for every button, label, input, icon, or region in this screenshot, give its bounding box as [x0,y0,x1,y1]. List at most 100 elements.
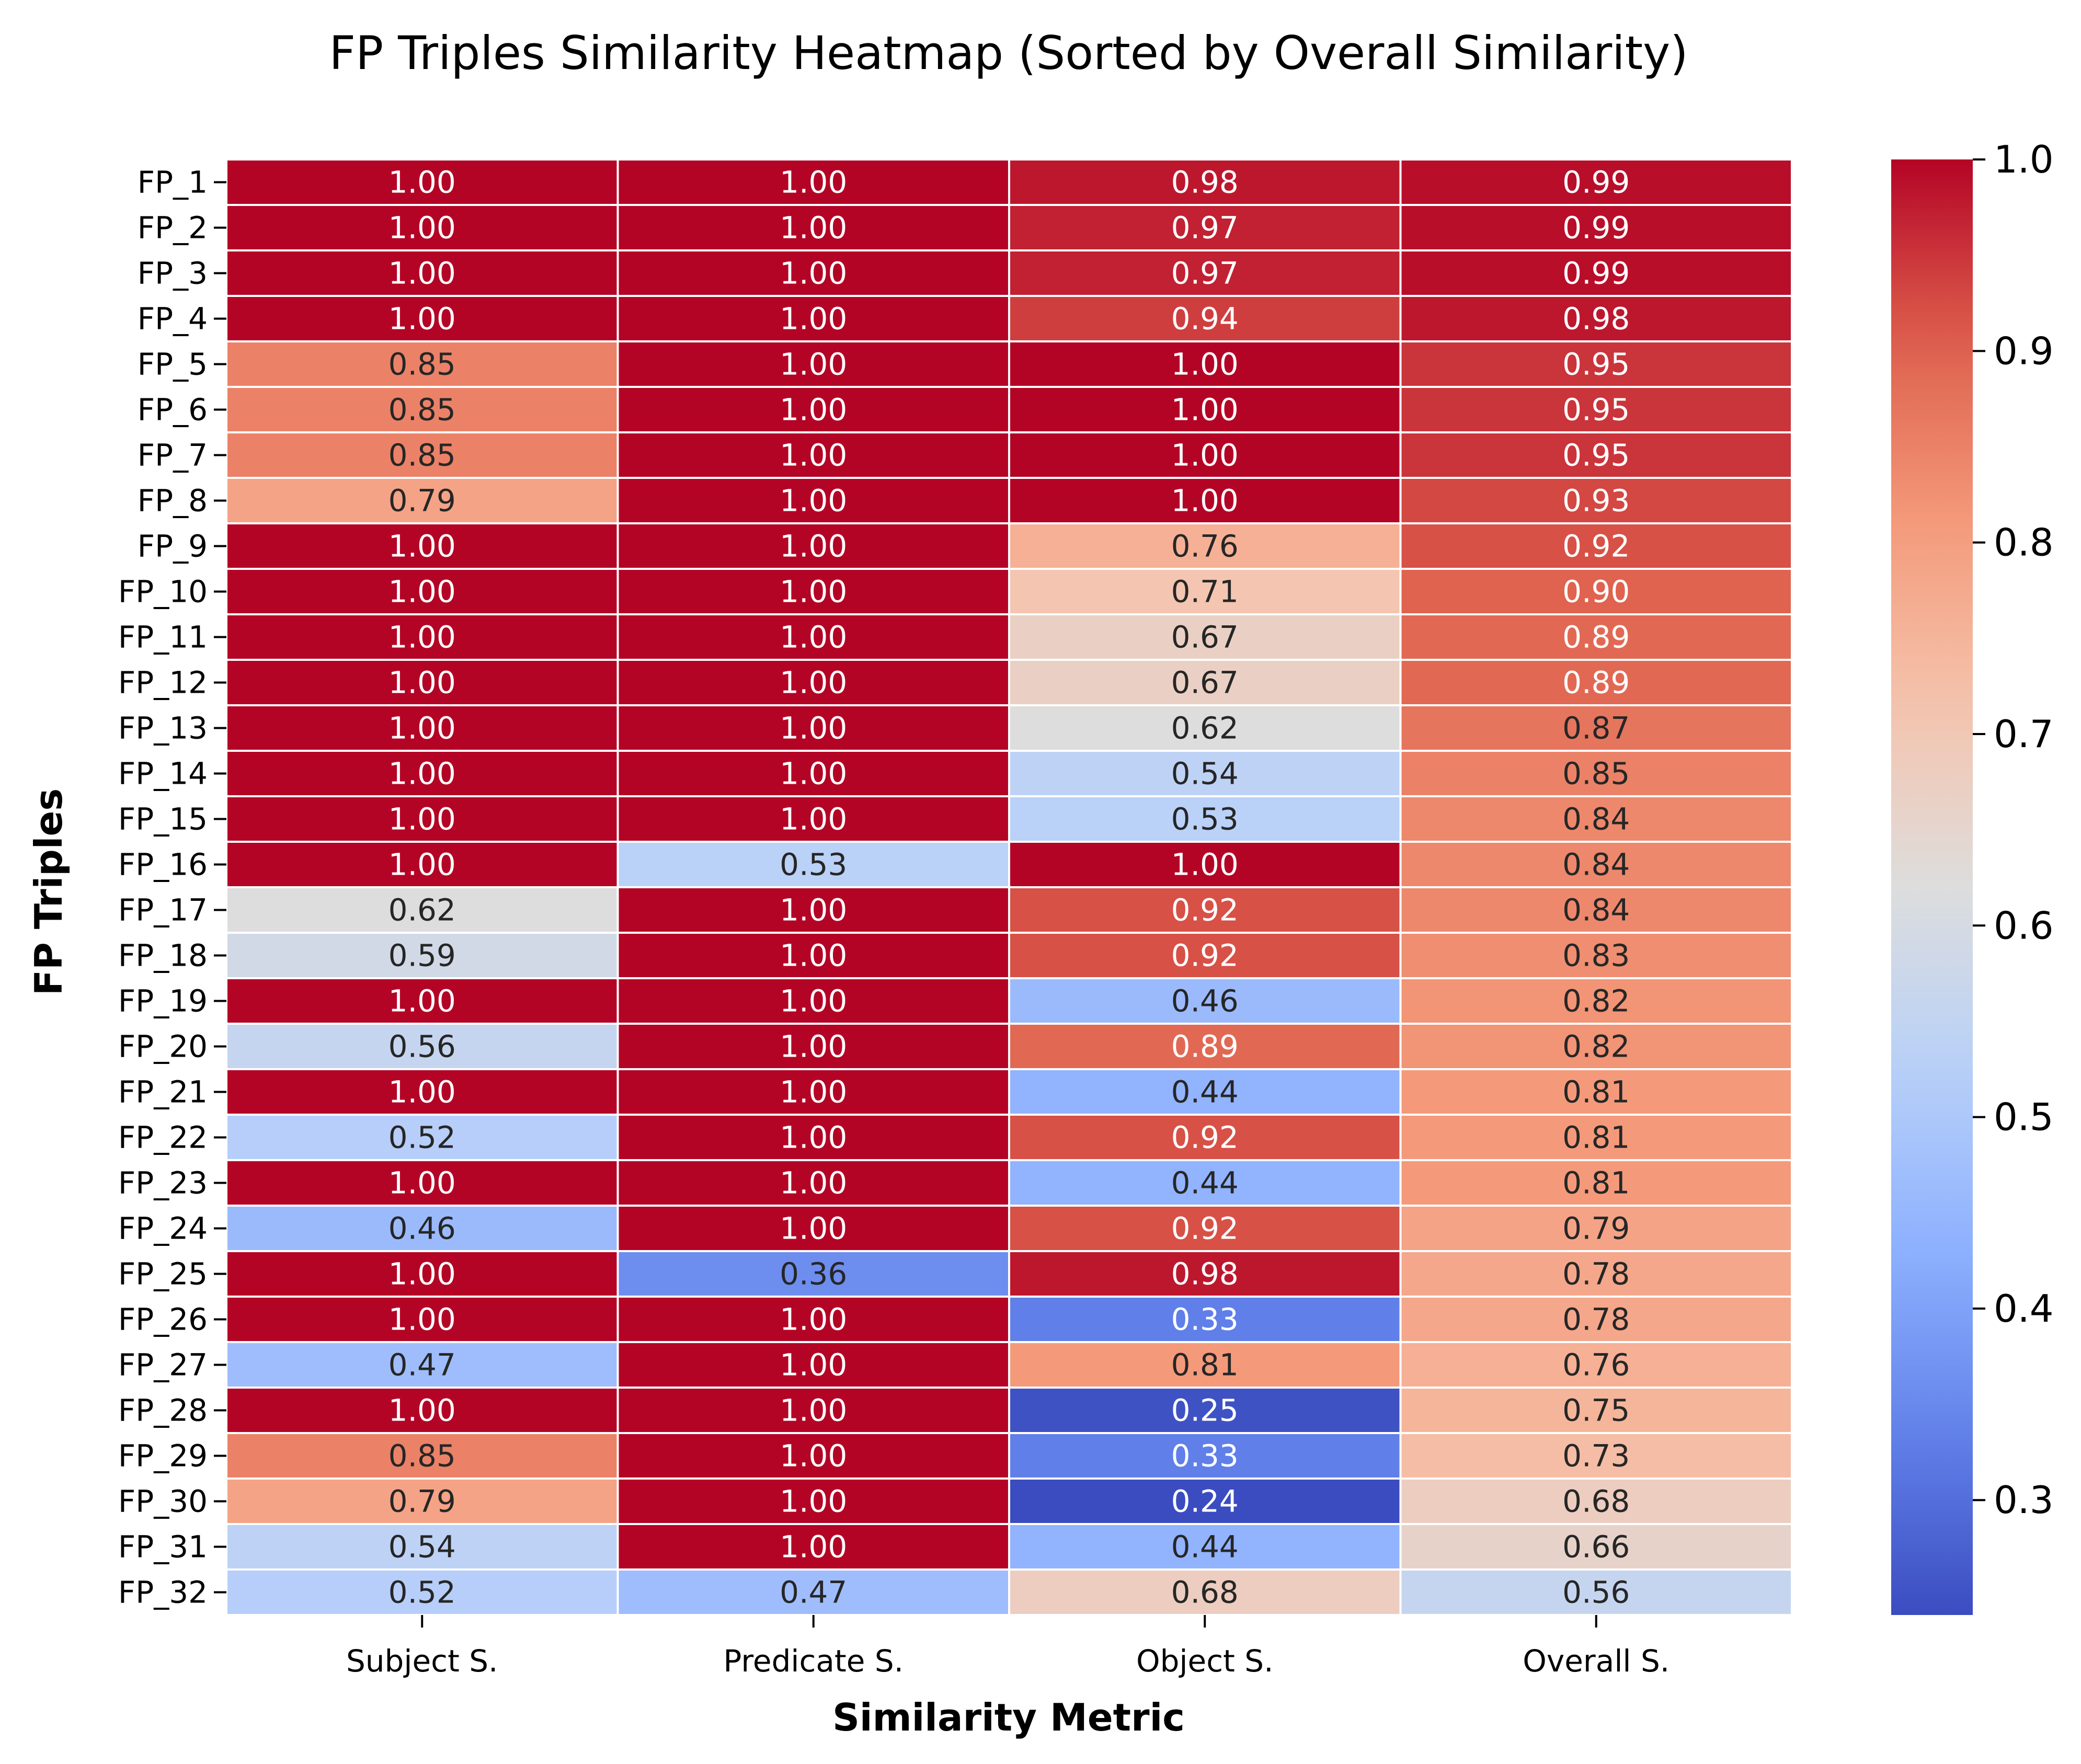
row-tick-label: FP_6 [138,392,208,428]
row-tick-label: FP_20 [118,1029,208,1064]
cell-value-label: 0.33 [1171,1438,1239,1474]
row-tick-label: FP_7 [138,438,208,473]
heatmap-cell [616,659,1010,706]
cell-value-label: 0.92 [1171,1211,1239,1246]
heatmap-cell [616,1296,1010,1343]
cell-value-label: 0.44 [1171,1074,1239,1110]
heatmap-cell [1008,1068,1402,1116]
cell-value-label: 0.36 [780,1256,847,1292]
cell-value-label: 0.82 [1562,1029,1630,1064]
cell-value-label: 1.00 [780,756,847,792]
heatmap-cell [616,1023,1010,1070]
row-tick-label: FP_13 [118,711,208,746]
heatmap-cell [616,295,1010,342]
heatmap-cell [225,568,619,615]
cell-value-label: 1.00 [780,1074,847,1110]
heatmap-cell [1399,340,1793,388]
heatmap-cell [1399,1432,1793,1480]
row-tick-label: FP_8 [138,483,208,519]
heatmap-cell [616,613,1010,661]
heatmap-cell [616,1250,1010,1298]
column-tick-label: Object S. [1136,1643,1274,1679]
cell-value-label: 1.00 [780,983,847,1019]
cell-value-label: 1.00 [388,1256,456,1292]
row-tick-label: FP_26 [118,1302,208,1337]
row-tick-label: FP_30 [118,1484,208,1519]
cell-value-label: 1.00 [780,438,847,473]
colorbar-gradient [1891,159,1973,1615]
heatmap-cell [1008,1477,1402,1525]
cell-value-label: 0.97 [1171,210,1239,246]
heatmap-cell [1008,1341,1402,1389]
cell-value-label: 1.00 [780,1347,847,1383]
cell-value-label: 0.73 [1562,1438,1630,1474]
column-tick-label: Subject S. [346,1643,498,1679]
heatmap-cell [1399,1387,1793,1434]
cell-value-label: 1.00 [780,892,847,928]
row-tick-label: FP_17 [118,892,208,928]
cell-value-label: 1.00 [388,165,456,200]
cell-value-label: 1.00 [388,983,456,1019]
heatmap-cell [1399,932,1793,979]
row-tick-label: FP_1 [138,165,208,200]
cell-value-label: 1.00 [388,1302,456,1337]
heatmap-cell [225,977,619,1025]
heatmap-cell [1399,1341,1793,1389]
cell-value-label: 0.85 [388,438,456,473]
cell-value-label: 1.00 [780,165,847,200]
heatmap-cell [1399,841,1793,888]
cell-value-label: 0.67 [1171,620,1239,655]
cell-value-label: 1.00 [388,665,456,701]
cell-value-label: 0.53 [780,847,847,883]
cell-value-label: 0.94 [1171,301,1239,337]
cell-value-label: 0.97 [1171,256,1239,291]
heatmap-cell [1399,1068,1793,1116]
cell-value-label: 0.81 [1562,1074,1630,1110]
colorbar: 0.3 0.4 0.5 0.6 0.7 0.8 0.9 1.0 [1891,138,2054,1615]
colorbar-tick-label: 0.6 [1994,903,2054,947]
heatmap-cell [616,886,1010,934]
cell-value-label: 1.00 [1171,392,1239,428]
cell-value-label: 0.56 [388,1029,456,1064]
row-tick-label: FP_21 [118,1074,208,1110]
colorbar-tick-label: 0.4 [1994,1287,2054,1331]
heatmap-cells: 1.00 1.00 0.98 0.99 1.00 1.00 0.97 0.99 1.00 1.00… [225,158,1793,1616]
cell-value-label: 1.00 [780,665,847,701]
heatmap-cell [1008,1023,1402,1070]
cell-value-label: 1.00 [780,1120,847,1155]
heatmap-cell [1008,659,1402,706]
cell-value-label: 0.76 [1562,1347,1630,1383]
cell-value-label: 1.00 [1171,438,1239,473]
heatmap-cell [225,841,619,888]
heatmap-cell [1008,795,1402,843]
colorbar-tick-label: 0.9 [1994,329,2054,373]
cell-value-label: 0.82 [1562,983,1630,1019]
column-tick-labels: Subject S. Predicate S. Object S. Overall S… [346,1615,1670,1679]
heatmap-cell [1008,1432,1402,1480]
cell-value-label: 1.00 [780,620,847,655]
colorbar-tick-label: 0.5 [1994,1095,2054,1139]
heatmap-cell [1399,704,1793,752]
cell-value-label: 0.75 [1562,1393,1630,1428]
heatmap-cell [1399,1296,1793,1343]
cell-value-label: 1.00 [780,1165,847,1201]
heatmap-cell [1399,522,1793,570]
heatmap-cell [1008,1296,1402,1343]
row-tick-label: FP_4 [138,301,208,337]
row-tick-label: FP_10 [118,574,208,610]
heatmap-cell [1008,1114,1402,1161]
heatmap-cell [1008,1568,1402,1616]
cell-value-label: 1.00 [780,574,847,610]
heatmap-cell [1399,977,1793,1025]
cell-value-label: 0.85 [388,347,456,382]
cell-value-label: 1.00 [1171,347,1239,382]
cell-value-label: 0.47 [388,1347,456,1383]
row-tick-label: FP_22 [118,1120,208,1155]
colorbar-tick-label: 0.7 [1994,712,2054,756]
heatmap-cell [1008,1523,1402,1571]
cell-value-label: 0.87 [1562,711,1630,746]
cell-value-label: 1.00 [780,529,847,564]
row-tick-label: FP_23 [118,1165,208,1201]
row-tick-label: FP_28 [118,1393,208,1428]
cell-value-label: 0.62 [1171,711,1239,746]
